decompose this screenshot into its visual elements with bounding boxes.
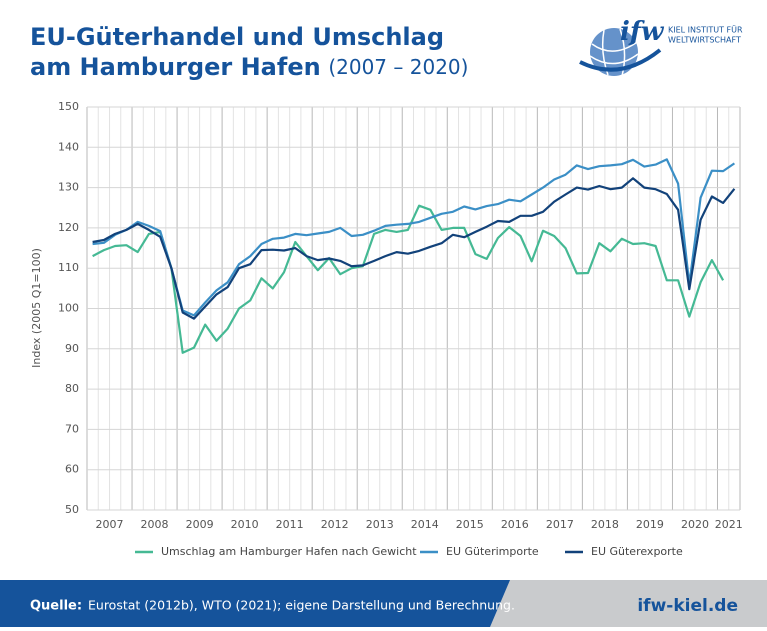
y-tick-label: 150 [58,100,79,113]
y-tick-label: 50 [65,503,79,516]
logo-swoosh [579,48,662,72]
source-text: Eurostat (2012b), WTO (2021); eigene Dar… [88,598,515,613]
legend-label: Umschlag am Hamburger Hafen nach Gewicht [161,545,417,558]
y-tick-label: 70 [65,422,79,435]
x-tick-label: 2021 [715,518,743,531]
title-line2: am Hamburger Hafen (2007 – 2020) [30,53,468,81]
title-period: (2007 – 2020) [328,55,468,79]
x-tick-label: 2011 [276,518,304,531]
y-tick-label: 140 [58,140,79,153]
x-tick-label: 2020 [681,518,709,531]
legend-label: EU Güterexporte [591,545,683,558]
y-tick-label: 130 [58,181,79,194]
series-line [92,204,725,354]
x-tick-label: 2007 [96,518,124,531]
x-tick-label: 2008 [141,518,169,531]
x-tick-label: 2016 [501,518,529,531]
logo-globe [590,28,638,76]
footer-url[interactable]: ifw-kiel.de [637,596,738,616]
footer-left-bg [0,580,510,627]
source-label: Quelle: [30,599,82,614]
x-tick-label: 2015 [456,518,484,531]
x-tick-label: 2014 [411,518,439,531]
plot: 50 60 70 80 90 100 110 120 130 140 150 2007 2008 2009… [58,100,743,558]
title-line2-text: am Hamburger Hafen [30,53,321,81]
x-tick-label: 2012 [321,518,349,531]
x-tick-label: 2017 [546,518,574,531]
x-tick-label: 2018 [591,518,619,531]
y-tick-label: 80 [65,382,79,395]
x-tick-label: 2019 [636,518,664,531]
x-tick-label: 2013 [366,518,394,531]
y-axis-label: Index (2005 Q1=100) [30,248,43,368]
logo-text: ifw [620,17,665,47]
logo-lines [589,28,641,77]
x-tick-label: 2010 [231,518,259,531]
title-line1: EU-Güterhandel und Umschlag [30,23,444,51]
logo-line1: KIEL INSTITUT FÜR [668,25,743,35]
y-tick-label: 110 [58,261,79,274]
series-line [92,158,736,317]
legend-label: EU Güterimporte [446,545,539,558]
y-tick-label: 100 [58,302,79,315]
x-tick-label: 2009 [186,518,214,531]
series-line [92,177,736,320]
y-tick-label: 60 [65,463,79,476]
y-tick-label: 120 [58,221,79,234]
logo-line2: WELTWIRTSCHAFT [668,36,741,45]
y-tick-label: 90 [65,342,79,355]
logo: ifw KIEL INSTITUT FÜR WELTWIRTSCHAFT [579,17,743,77]
